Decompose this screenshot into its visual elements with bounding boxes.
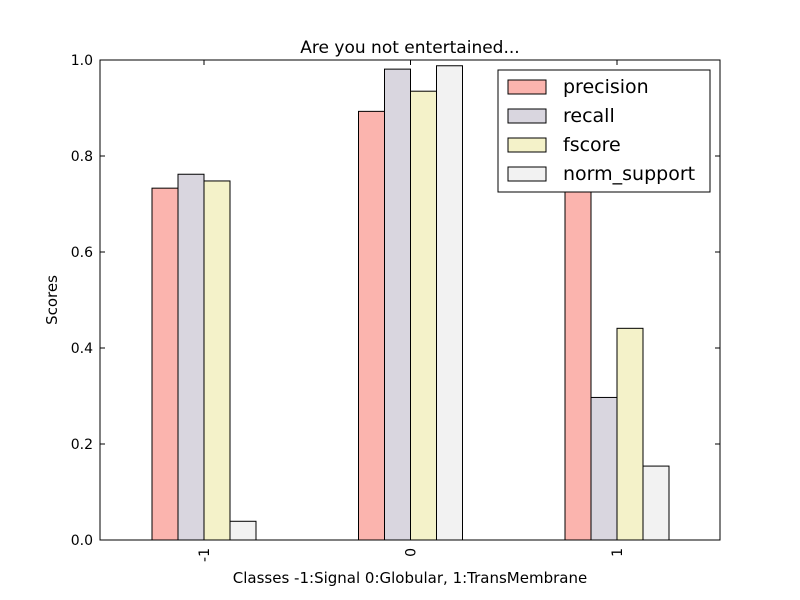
bar-fscore--1	[203, 180, 231, 541]
legend-swatch-fscore	[507, 137, 547, 153]
legend: precision recall fscore norm_support	[497, 69, 711, 193]
bar-precision--1	[151, 187, 179, 541]
y-tick-label: 1.0	[71, 53, 93, 69]
bar-norm_support-1	[642, 465, 670, 541]
legend-label-fscore: fscore	[563, 134, 621, 156]
x-tick-label: 0	[404, 548, 420, 557]
x-tick-label: 1	[610, 548, 626, 557]
legend-swatch-precision	[507, 79, 547, 95]
plot-area-frame	[99, 59, 721, 541]
chart-title: Are you not entertained...	[300, 38, 519, 58]
bar-norm_support--1	[229, 520, 257, 541]
bar-recall-1	[590, 396, 618, 541]
bar-recall--1	[177, 173, 205, 541]
bar-norm_support-0	[436, 65, 463, 541]
ticks-group: 0.0 0.2 0.4 0.6 0.8 1.0 -1 0 1	[71, 53, 720, 562]
y-axis-label: Scores	[43, 275, 61, 325]
bar-precision-0	[358, 110, 385, 541]
y-tick-label: 0.6	[71, 245, 93, 261]
legend-swatch-norm_support	[507, 166, 547, 182]
legend-label-precision: precision	[563, 76, 649, 98]
y-tick-label: 0.2	[71, 437, 93, 453]
y-tick-label: 0.0	[71, 533, 93, 549]
legend-swatch-recall	[507, 108, 547, 124]
bar-recall-0	[384, 68, 411, 541]
y-tick-label: 0.8	[71, 149, 93, 165]
legend-label-recall: recall	[563, 105, 615, 127]
bar-fscore-0	[410, 90, 437, 541]
bar-precision-1	[564, 134, 592, 541]
bar-fscore-1	[616, 327, 644, 541]
y-tick-label: 0.4	[71, 341, 93, 357]
x-tick-label: -1	[197, 548, 213, 562]
legend-label-norm_support: norm_support	[563, 163, 695, 185]
x-axis-label: Classes -1:Signal 0:Globular, 1:TransMem…	[233, 569, 587, 587]
